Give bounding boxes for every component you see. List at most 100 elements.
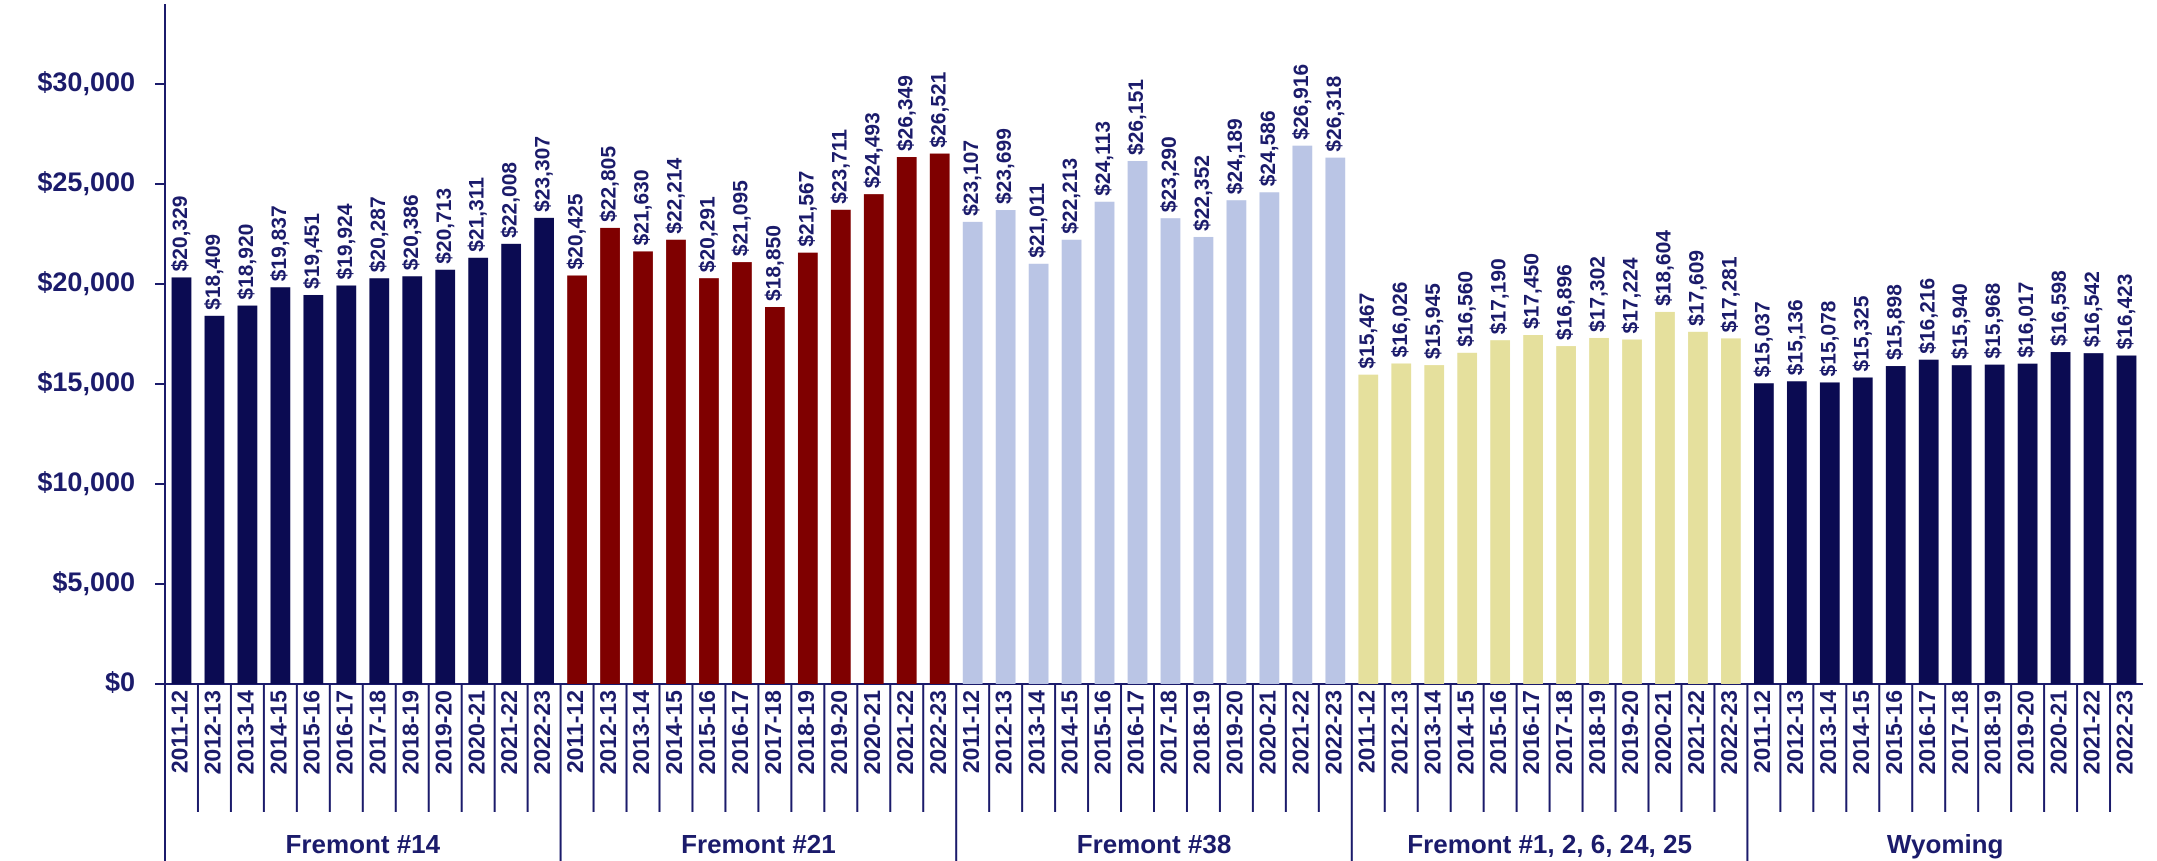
bar xyxy=(830,209,851,684)
x-tick-label: 2018-19 xyxy=(1980,690,2006,774)
value-label: $19,837 xyxy=(268,205,291,281)
bar xyxy=(1688,331,1708,684)
value-label: $15,136 xyxy=(1784,299,1807,375)
x-tick-label: 2022-23 xyxy=(1716,690,1742,774)
bar xyxy=(1490,340,1511,684)
value-label: $21,011 xyxy=(1026,183,1049,258)
value-label: $26,521 xyxy=(927,71,950,147)
value-label: $15,968 xyxy=(1982,282,2005,358)
x-tick-label: 2015-16 xyxy=(1090,690,1116,774)
x-tick-label: 2020-21 xyxy=(1254,690,1280,775)
x-tick-label: 2014-15 xyxy=(265,690,291,775)
value-label: $22,805 xyxy=(598,146,621,222)
bar xyxy=(1556,346,1576,684)
y-tick-label: $30,000 xyxy=(37,67,135,97)
bar xyxy=(534,217,555,685)
x-tick-label: 2015-16 xyxy=(1485,690,1511,774)
value-label: $26,916 xyxy=(1290,64,1313,140)
x-tick-label: 2015-16 xyxy=(694,690,720,774)
value-label: $20,287 xyxy=(367,196,390,272)
bar xyxy=(962,221,983,685)
x-tick-label: 2018-19 xyxy=(397,690,423,774)
x-tick-label: 2022-23 xyxy=(529,690,555,774)
value-label: $21,095 xyxy=(729,180,752,256)
bar xyxy=(369,278,390,684)
bar xyxy=(1292,145,1313,684)
value-label: $16,896 xyxy=(1554,264,1577,340)
value-label: $18,920 xyxy=(235,224,258,300)
group-label: Fremont #1, 2, 6, 24, 25 xyxy=(1407,829,1692,859)
bar xyxy=(1918,359,1939,684)
x-tick-label: 2016-17 xyxy=(1914,690,1940,774)
value-label: $15,325 xyxy=(1850,295,1873,371)
x-tick-label: 2020-21 xyxy=(1650,690,1676,775)
x-tick-label: 2016-17 xyxy=(1518,690,1544,774)
value-label: $17,450 xyxy=(1521,253,1544,329)
value-label: $15,898 xyxy=(1883,284,1906,360)
value-label: $23,307 xyxy=(532,136,555,212)
x-tick-label: 2020-21 xyxy=(859,690,885,775)
bar xyxy=(171,277,192,684)
value-label: $26,349 xyxy=(894,75,917,151)
value-label: $20,291 xyxy=(696,196,719,272)
x-tick-label: 2022-23 xyxy=(2112,690,2138,774)
x-tick-label: 2019-20 xyxy=(430,690,456,774)
bar xyxy=(1457,352,1478,684)
bar xyxy=(1819,382,1840,684)
bar xyxy=(666,239,686,684)
value-label: $22,352 xyxy=(1191,155,1214,231)
x-tick-label: 2021-22 xyxy=(1287,690,1313,774)
x-tick-label: 2015-16 xyxy=(1881,690,1907,774)
group-label: Fremont #14 xyxy=(285,829,440,859)
x-tick-label: 2013-14 xyxy=(1815,690,1841,775)
y-tick-label: $20,000 xyxy=(37,267,135,297)
value-label: $21,630 xyxy=(631,169,654,245)
bar xyxy=(896,157,917,684)
x-tick-label: 2013-14 xyxy=(232,690,258,775)
x-tick-label: 2016-17 xyxy=(727,690,753,774)
bar xyxy=(1885,366,1906,684)
x-tick-label: 2013-14 xyxy=(1419,690,1445,775)
x-tick-label: 2011-12 xyxy=(1353,690,1379,773)
x-tick-label: 2014-15 xyxy=(1848,690,1874,775)
x-tick-label: 2021-22 xyxy=(1683,690,1709,774)
value-label: $18,604 xyxy=(1653,230,1676,306)
bar xyxy=(237,305,258,684)
x-tick-label: 2020-21 xyxy=(463,690,489,775)
x-tick-label: 2021-22 xyxy=(892,690,918,774)
bar xyxy=(2116,355,2137,684)
bar xyxy=(303,294,324,684)
value-label: $23,107 xyxy=(960,140,983,216)
x-tick-label: 2011-12 xyxy=(958,690,984,773)
bar xyxy=(600,227,620,684)
bar xyxy=(1028,263,1049,684)
value-label: $15,945 xyxy=(1422,283,1445,359)
value-label: $17,281 xyxy=(1718,256,1741,332)
bar xyxy=(501,243,522,684)
value-label: $16,560 xyxy=(1455,271,1478,347)
value-label: $17,609 xyxy=(1685,250,1708,326)
value-label: $16,423 xyxy=(2114,274,2137,350)
bar xyxy=(995,210,1016,684)
x-tick-label: 2017-18 xyxy=(1156,690,1182,775)
x-tick-label: 2017-18 xyxy=(1947,690,1973,775)
bar xyxy=(1951,365,1972,684)
value-label: $20,329 xyxy=(169,195,192,271)
x-tick-label: 2019-20 xyxy=(1617,690,1643,774)
y-tick-label: $15,000 xyxy=(37,367,135,397)
x-tick-label: 2019-20 xyxy=(826,690,852,774)
bar xyxy=(402,276,423,684)
bar xyxy=(2017,363,2038,684)
x-tick-label: 2019-20 xyxy=(1221,690,1247,774)
x-tick-label: 2022-23 xyxy=(925,690,951,774)
value-label: $16,542 xyxy=(2081,271,2104,347)
y-tick-label: $5,000 xyxy=(52,567,135,597)
value-label: $15,078 xyxy=(1817,300,1840,376)
x-tick-label: 2014-15 xyxy=(661,690,687,775)
value-label: $22,008 xyxy=(499,162,522,238)
x-tick-label: 2017-18 xyxy=(760,690,786,775)
value-label: $18,850 xyxy=(762,225,785,301)
bar xyxy=(929,153,950,684)
bar xyxy=(1358,374,1379,684)
